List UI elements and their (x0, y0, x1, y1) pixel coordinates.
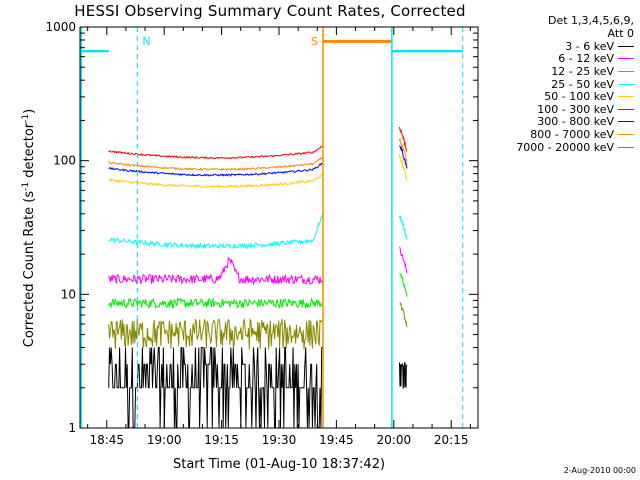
marker-label: S (311, 35, 318, 48)
series-line-late (399, 126, 408, 152)
legend-swatch (618, 133, 634, 135)
footer-timestamp: 2-Aug-2010 00:00 (563, 466, 636, 475)
series-line (108, 173, 323, 190)
legend-item-label: 800 - 7000 keV (530, 127, 614, 141)
legend-swatch (618, 146, 634, 148)
series-line (108, 255, 324, 286)
x-tick-label: 18:45 (89, 433, 124, 447)
series-line-late (399, 138, 408, 163)
series-line (108, 212, 324, 250)
legend-swatch (618, 96, 634, 98)
chart-title: HESSI Observing Summary Count Rates, Cor… (74, 2, 466, 20)
legend: Det 1,3,4,5,6,9, Att 0 3 - 6 keV 6 - 12 k… (484, 14, 634, 154)
y-tick-label: 10 (61, 287, 76, 301)
series-line-late (399, 301, 408, 328)
series-line-late (399, 273, 408, 297)
legend-item: 12 - 25 keV (484, 65, 634, 78)
ylabel-end: ) (22, 109, 37, 114)
series-line-late (399, 362, 408, 389)
legend-swatch (618, 58, 634, 60)
series-line (108, 296, 323, 309)
x-tick-label: 19:30 (262, 433, 297, 447)
series-line (108, 145, 323, 160)
x-axis: 18:45 19:00 19:15 19:30 19:45 20:00 20:15 (87, 27, 471, 447)
legend-swatch (618, 121, 634, 123)
series-line (108, 347, 323, 428)
legend-item: 3 - 6 keV (484, 40, 634, 53)
y-axis: 1 10 100 1000 (45, 20, 478, 435)
x-tick-label: 19:00 (147, 433, 182, 447)
series-layer (108, 126, 408, 428)
legend-item-label: 7000 - 20000 keV (516, 140, 614, 154)
legend-item: 6 - 12 keV (484, 52, 634, 66)
legend-swatch (618, 45, 634, 47)
ylabel-sup2: -1 (21, 114, 31, 123)
legend-swatch (618, 83, 634, 85)
legend-item-label: 100 - 300 keV (537, 102, 614, 116)
legend-header-line1: Det 1,3,4,5,6,9, (547, 14, 634, 27)
series-line-late (399, 246, 408, 274)
series-line (108, 156, 324, 172)
legend-item: 7000 - 20000 keV (484, 141, 634, 154)
y-axis-label: Corrected Count Rate (s-1 detector-1) (21, 109, 37, 347)
y-tick-label: 1 (68, 421, 76, 435)
series-line-late (399, 153, 408, 181)
series-line-late (399, 215, 408, 240)
x-tick-label: 19:45 (319, 433, 354, 447)
legend-item: 300 - 800 keV (484, 115, 634, 129)
legend-swatch (618, 70, 634, 72)
legend-item: 50 - 100 keV (484, 90, 634, 103)
legend-item: 800 - 7000 keV (484, 128, 634, 141)
legend-item-label: 12 - 25 keV (551, 64, 614, 78)
x-tick-label: 20:00 (377, 433, 412, 447)
legend-item: 25 - 50 keV (484, 78, 634, 91)
series-line-late (399, 145, 408, 169)
legend-rows: 3 - 6 keV 6 - 12 keV 12 - 25 keV 25 - 50 ke… (484, 40, 634, 154)
legend-item-label: 300 - 800 keV (537, 115, 614, 129)
legend-item: 100 - 300 keV (484, 103, 634, 116)
series-line (108, 317, 324, 350)
legend-item-label: 3 - 6 keV (565, 39, 614, 53)
legend-header-line2: Att 0 (607, 27, 634, 40)
legend-swatch (618, 108, 634, 110)
legend-item-label: 25 - 50 keV (551, 77, 614, 91)
series-line (108, 162, 323, 177)
legend-item-label: 6 - 12 keV (558, 52, 614, 66)
ylabel-main: Corrected Count Rate (s (22, 191, 37, 348)
x-tick-label: 19:15 (204, 433, 239, 447)
ylabel-mid: detector (22, 122, 37, 182)
ylabel-sup1: -1 (21, 182, 31, 191)
y-tick-label: 100 (53, 154, 76, 168)
y-tick-label: 1000 (45, 20, 76, 34)
x-tick-label: 20:15 (434, 433, 469, 447)
legend-item-label: 50 - 100 keV (544, 90, 614, 104)
x-axis-label: Start Time (01-Aug-10 18:37:42) (173, 457, 385, 472)
marker-label: N (142, 35, 150, 48)
